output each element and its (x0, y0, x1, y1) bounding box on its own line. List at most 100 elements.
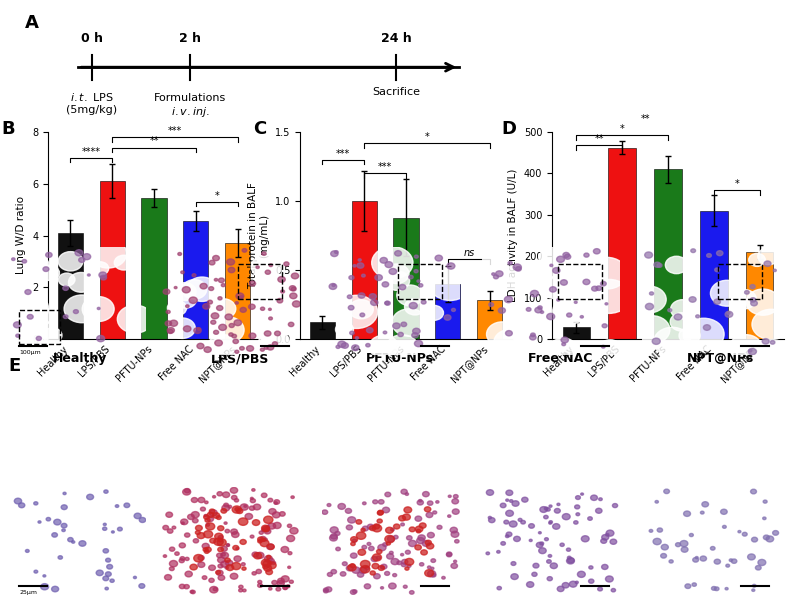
Circle shape (582, 536, 589, 542)
Circle shape (0, 557, 49, 600)
Circle shape (225, 529, 230, 533)
Circle shape (448, 495, 451, 497)
Circle shape (606, 533, 609, 536)
Circle shape (262, 493, 267, 497)
Circle shape (234, 556, 241, 562)
Circle shape (770, 341, 775, 344)
Text: 0 h: 0 h (81, 32, 103, 45)
Circle shape (622, 494, 698, 553)
Circle shape (431, 567, 434, 569)
Circle shape (567, 558, 574, 563)
Circle shape (381, 556, 409, 578)
Circle shape (549, 522, 552, 524)
Text: **: ** (594, 134, 604, 144)
Circle shape (106, 565, 113, 569)
Circle shape (331, 569, 337, 574)
Circle shape (451, 531, 459, 538)
Text: Sacrifice: Sacrifice (373, 88, 421, 97)
Circle shape (103, 576, 109, 581)
Bar (746, 252, 774, 339)
Text: 2 h: 2 h (179, 32, 202, 45)
Circle shape (230, 487, 238, 493)
Circle shape (180, 557, 185, 560)
Circle shape (515, 266, 522, 271)
Circle shape (210, 299, 236, 319)
Circle shape (197, 533, 205, 539)
Circle shape (267, 544, 274, 550)
Circle shape (249, 304, 255, 310)
Circle shape (454, 494, 458, 498)
Circle shape (96, 570, 103, 575)
Circle shape (704, 503, 746, 536)
Circle shape (386, 542, 390, 545)
Circle shape (540, 506, 547, 512)
Circle shape (414, 340, 422, 347)
Circle shape (207, 300, 213, 304)
Circle shape (506, 499, 509, 502)
Circle shape (576, 513, 580, 516)
Circle shape (567, 556, 571, 559)
Circle shape (594, 248, 600, 254)
Circle shape (92, 262, 109, 275)
Circle shape (43, 267, 49, 271)
Circle shape (762, 338, 769, 344)
Circle shape (210, 538, 216, 543)
Circle shape (398, 332, 403, 337)
Circle shape (693, 557, 698, 562)
Circle shape (336, 547, 340, 551)
Circle shape (580, 316, 583, 318)
Circle shape (570, 581, 577, 587)
Circle shape (426, 512, 433, 518)
Circle shape (403, 585, 407, 588)
Circle shape (290, 580, 294, 583)
Circle shape (203, 548, 208, 551)
Circle shape (234, 499, 238, 502)
Circle shape (653, 538, 662, 545)
Circle shape (62, 529, 66, 532)
Circle shape (378, 565, 385, 571)
Text: B: B (2, 119, 15, 137)
Circle shape (218, 297, 222, 300)
Circle shape (193, 518, 198, 523)
Circle shape (437, 526, 442, 529)
Circle shape (714, 559, 721, 564)
Circle shape (711, 587, 716, 590)
Circle shape (204, 515, 210, 520)
Circle shape (540, 277, 568, 298)
Circle shape (233, 545, 238, 550)
Circle shape (269, 264, 273, 266)
Circle shape (727, 312, 730, 314)
Circle shape (13, 315, 52, 346)
Circle shape (51, 586, 58, 592)
Circle shape (323, 588, 329, 592)
Circle shape (22, 259, 26, 263)
Circle shape (349, 275, 354, 280)
Circle shape (167, 301, 186, 316)
Circle shape (417, 500, 423, 505)
Circle shape (348, 517, 356, 523)
Circle shape (486, 552, 490, 555)
Circle shape (381, 566, 384, 569)
Circle shape (548, 554, 552, 557)
Circle shape (205, 501, 208, 504)
Circle shape (194, 554, 203, 562)
Circle shape (278, 578, 284, 583)
Circle shape (526, 308, 531, 311)
Circle shape (355, 530, 409, 571)
Circle shape (452, 499, 458, 504)
Circle shape (32, 257, 49, 271)
Circle shape (41, 584, 49, 590)
Circle shape (492, 273, 495, 275)
Circle shape (360, 313, 365, 317)
Circle shape (203, 531, 213, 538)
Circle shape (358, 550, 366, 556)
Circle shape (504, 296, 513, 302)
Circle shape (530, 290, 538, 297)
Circle shape (464, 520, 516, 561)
Circle shape (364, 584, 370, 589)
Circle shape (506, 532, 512, 536)
Circle shape (27, 314, 33, 319)
Circle shape (362, 545, 366, 549)
Circle shape (722, 526, 726, 529)
Circle shape (514, 536, 520, 542)
